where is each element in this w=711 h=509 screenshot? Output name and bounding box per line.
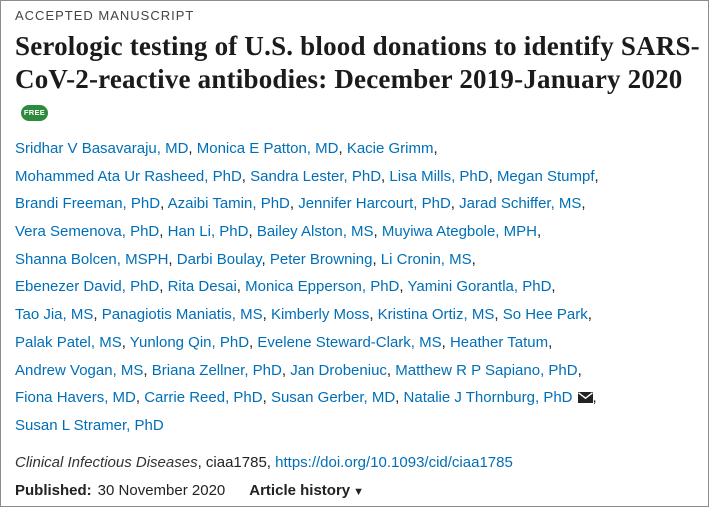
author-line-6: Ebenezer David, PhD, Rita Desai, Monica … [15, 278, 556, 296]
author-link[interactable]: Megan Stumpf [496, 167, 595, 185]
author-line-10: Fiona Havers, MD, Carrie Reed, PhD, Susa… [15, 384, 700, 412]
author-link[interactable]: Darbi Boulay [176, 250, 262, 268]
author-link[interactable]: Natalie J Thornburg, PhD [403, 389, 573, 407]
author-line-8: Palak Patel, MS, Yunlong Qin, PhD, Evele… [15, 333, 553, 351]
author-line-3: Brandi Freeman, PhD, Azaibi Tamin, PhD, … [15, 195, 586, 213]
author-link[interactable]: Monica Epperson, PhD [245, 278, 400, 296]
author-link[interactable]: Susan L Stramer, PhD [15, 416, 164, 434]
author-link[interactable]: Yamini Gorantla, PhD [407, 278, 552, 296]
article-title: Serologic testing of U.S. blood donation… [15, 30, 700, 129]
citation-line: Clinical Infectious Diseases, ciaa1785, … [15, 452, 700, 474]
author-link[interactable]: Bailey Alston, MS [256, 223, 374, 241]
author-link[interactable]: Kristina Ortiz, MS [377, 306, 495, 324]
author-link[interactable]: Jarad Schiffer, MS [459, 195, 582, 213]
author-link[interactable]: Sridhar V Basavaraju, MD [15, 140, 189, 157]
author-link[interactable]: Ebenezer David, PhD [15, 278, 160, 296]
author-link[interactable]: Shanna Bolcen, MSPH [15, 250, 169, 268]
author-line-5: Shanna Bolcen, MSPH, Darbi Boulay, Peter… [15, 250, 476, 268]
author-link[interactable]: Andrew Vogan, MS [15, 361, 144, 379]
author-list: Sridhar V Basavaraju, MD, Monica E Patto… [15, 135, 700, 440]
author-link[interactable]: Muyiwa Ategbole, MPH [381, 223, 537, 241]
article-title-text: Serologic testing of U.S. blood donation… [15, 31, 700, 94]
author-link[interactable]: Matthew R P Sapiano, PhD [395, 361, 578, 379]
author-link[interactable]: Jennifer Harcourt, PhD [298, 195, 451, 213]
author-link[interactable]: Lisa Mills, PhD [389, 167, 489, 185]
author-link[interactable]: Azaibi Tamin, PhD [167, 195, 290, 213]
author-link[interactable]: Brandi Freeman, PhD [15, 195, 161, 213]
author-link[interactable]: Vera Semenova, PhD [15, 223, 160, 241]
published-date: 30 November 2020 [97, 481, 226, 499]
author-link[interactable]: Carrie Reed, PhD [144, 389, 263, 407]
author-link[interactable]: Tao Jia, MS [15, 306, 94, 324]
author-link[interactable]: Palak Patel, MS [15, 333, 122, 351]
author-link[interactable]: Kimberly Moss [270, 306, 370, 324]
article-history-label[interactable]: Article history [249, 481, 351, 499]
caret-down-icon[interactable]: ▼ [353, 485, 365, 498]
author-link[interactable]: Kacie Grimm [346, 140, 434, 157]
author-line-2: Mohammed Ata Ur Rasheed, PhD, Sandra Les… [15, 167, 599, 185]
manuscript-status-label: ACCEPTED MANUSCRIPT [15, 8, 195, 23]
author-link[interactable]: Mohammed Ata Ur Rasheed, PhD [15, 167, 242, 185]
author-line-4: Vera Semenova, PhD, Han Li, PhD, Bailey … [15, 223, 542, 241]
journal-name: Clinical Infectious Diseases [15, 453, 198, 471]
author-line-11: Susan L Stramer, PhD [15, 412, 700, 440]
author-link[interactable]: Fiona Havers, MD [15, 389, 136, 407]
published-label: Published: [15, 481, 92, 499]
author-link[interactable]: Sandra Lester, PhD [250, 167, 382, 185]
article-history-toggle[interactable]: Article history ▼ [249, 482, 364, 499]
doi-link[interactable]: https://doi.org/10.1093/cid/ciaa1785 [275, 453, 513, 471]
author-link[interactable]: Monica E Patton, MD [196, 140, 339, 157]
publication-info: Published: 30 November 2020 Article histor… [15, 480, 700, 503]
author-link[interactable]: Jan Drobeniuc [290, 361, 387, 379]
author-link[interactable]: Rita Desai [167, 278, 237, 296]
author-link[interactable]: Yunlong Qin, PhD [129, 333, 250, 351]
author-link[interactable]: Heather Tatum [449, 333, 549, 351]
author-link[interactable]: So Hee Park [502, 306, 588, 324]
author-line-7: Tao Jia, MS, Panagiotis Maniatis, MS, Ki… [15, 306, 592, 324]
article-header-content: ACCEPTED MANUSCRIPT Serologic testing of… [15, 7, 700, 503]
author-link[interactable]: Susan Gerber, MD [270, 389, 396, 407]
author-link[interactable]: Peter Browning [269, 250, 373, 268]
author-link[interactable]: Panagiotis Maniatis, MS [101, 306, 263, 324]
author-line-9: Andrew Vogan, MS, Briana Zellner, PhD, J… [15, 361, 582, 379]
envelope-icon[interactable] [577, 385, 593, 404]
author-link[interactable]: Li Cronin, MS [380, 250, 472, 268]
author-link[interactable]: Evelene Steward-Clark, MS [257, 333, 442, 351]
author-link[interactable]: Briana Zellner, PhD [151, 361, 282, 379]
author-line-1: Sridhar V Basavaraju, MD, Monica E Patto… [15, 140, 438, 157]
author-link[interactable]: Han Li, PhD [167, 223, 249, 241]
free-access-badge: FREE [21, 105, 48, 121]
article-id: , ciaa1785, [197, 453, 276, 471]
